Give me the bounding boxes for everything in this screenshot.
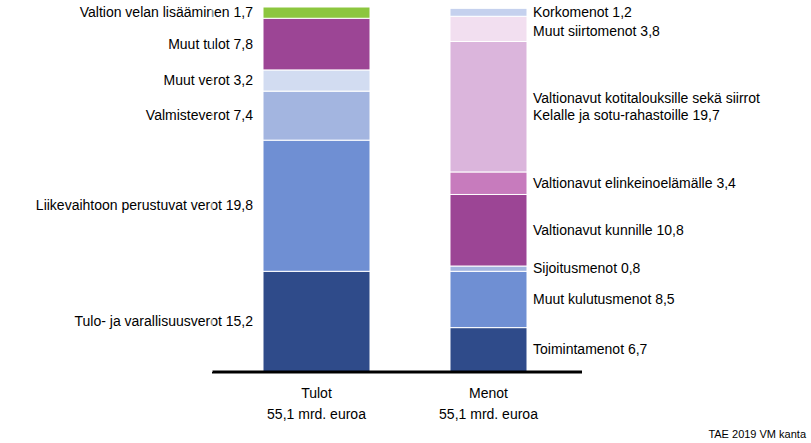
segment-value: 19,7 <box>689 107 720 123</box>
bar-total <box>450 7 527 372</box>
segment-label: Valtionavut elinkeinoelämälle 3,4 <box>533 175 736 191</box>
bar-segment <box>450 194 527 266</box>
segment-name: Valtionavut kotitalouksille sekä siirrot <box>533 90 760 106</box>
bar-segment <box>450 271 527 327</box>
segment-value: 1,2 <box>608 4 632 20</box>
segment-name: Muut siirtomenot <box>533 23 637 39</box>
bar-segment <box>450 41 527 171</box>
segment-label: Liikevaihtoon perustuvat verot 19,8 <box>36 197 253 213</box>
segment-label: Valtion velan lisääminen 1,7 <box>80 4 254 20</box>
category-label: Menot <box>469 385 508 401</box>
bar-segment <box>263 91 370 140</box>
segment-value: 6,7 <box>624 341 648 357</box>
total-label: 55,1 mrd. euroa <box>439 406 538 422</box>
segment-name: Kelalle ja sotu-rahastoille <box>533 107 689 123</box>
bar-segment <box>263 70 370 91</box>
segment-name: Valtionavut elinkeinoelämälle <box>533 175 713 191</box>
segment-label: Muut tulot 7,8 <box>168 36 253 52</box>
bar-segment <box>263 271 370 372</box>
segment-name: Sijoitusmenot <box>533 260 617 276</box>
bar-segment <box>450 328 527 372</box>
segment-name: Valtion velan lisääminen <box>80 4 230 20</box>
segment-label: Tulo- ja varallisuusverot 15,2 <box>75 313 254 329</box>
bar-segment <box>450 172 527 195</box>
segment-name: Valtionavut kunnille <box>533 222 653 238</box>
segment-name: Muut tulot <box>168 36 230 52</box>
segment-value: 7,8 <box>230 36 254 52</box>
bar-segment <box>450 266 527 271</box>
segment-name: Liikevaihtoon perustuvat verot <box>36 197 222 213</box>
segment-name: Valmisteverot <box>146 107 230 123</box>
segment-value: 3,2 <box>230 72 254 88</box>
segment-label: Valtionavut kunnille 10,8 <box>533 222 684 238</box>
segment-label: Muut verot 3,2 <box>164 72 254 88</box>
bars <box>263 7 527 372</box>
labels: Valtion velan lisääminen 1,7Muut tulot 7… <box>36 4 760 358</box>
bar-segment <box>263 18 370 70</box>
segment-label: Valmisteverot 7,4 <box>146 107 253 123</box>
bar-total <box>263 7 370 372</box>
total-label: 55,1 mrd. euroa <box>267 406 366 422</box>
segment-name: Muut kulutusmenot <box>533 291 651 307</box>
segment-label: Sijoitusmenot 0,8 <box>533 260 641 276</box>
segment-label: Valtionavut kotitalouksille sekä siirrot… <box>533 90 760 123</box>
segment-value: 8,5 <box>651 291 675 307</box>
segment-label: Muut siirtomenot 3,8 <box>533 23 660 39</box>
segment-name: Korkomenot <box>533 4 609 20</box>
bar-segment <box>450 8 527 16</box>
range-line <box>212 7 213 372</box>
baseline <box>212 371 582 374</box>
segment-name: Tulo- ja varallisuusverot <box>75 313 222 329</box>
source-note: TAE 2019 VM kanta <box>708 428 807 440</box>
segment-value: 10,8 <box>653 222 684 238</box>
segment-label: Korkomenot 1,2 <box>533 4 632 20</box>
segment-label: Muut kulutusmenot 8,5 <box>533 291 675 307</box>
category-label: Tulot <box>301 385 332 401</box>
segment-value: 1,7 <box>230 4 254 20</box>
segment-value: 0,8 <box>617 260 641 276</box>
segment-name: Muut verot <box>164 72 230 88</box>
segment-value: 3,4 <box>713 175 737 191</box>
bar-segment <box>450 16 527 41</box>
segment-name: Toimintamenot <box>533 341 624 357</box>
segment-value: 7,4 <box>230 107 254 123</box>
segment-label: Toimintamenot 6,7 <box>533 341 648 357</box>
bar-segment <box>263 7 370 18</box>
chart: Valtion velan lisääminen 1,7Muut tulot 7… <box>0 0 811 443</box>
segment-value: 3,8 <box>636 23 660 39</box>
segment-value: 19,8 <box>222 197 253 213</box>
segment-value: 15,2 <box>222 313 253 329</box>
bar-segment <box>263 140 370 271</box>
